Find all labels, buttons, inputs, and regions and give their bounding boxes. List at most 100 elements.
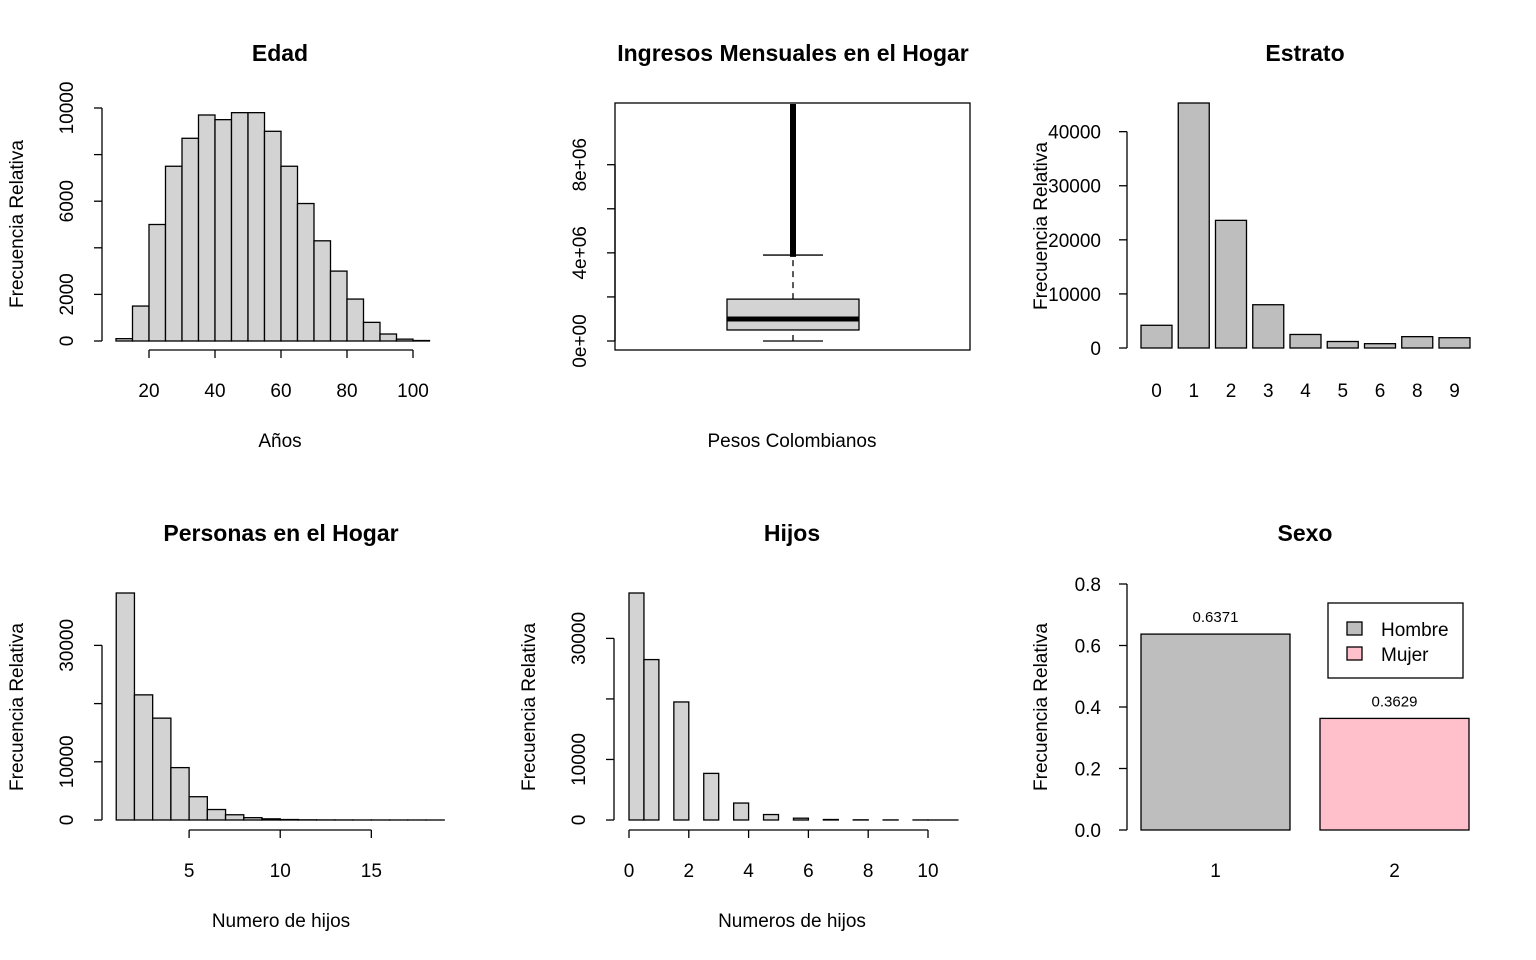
x-tick-label: 4 [743, 861, 754, 882]
bar [1319, 717, 1470, 831]
chart-title-estrato: Estrato [1265, 40, 1344, 66]
y-tick-label: 8e+06 [570, 138, 591, 191]
histogram-bar [131, 305, 150, 342]
y-axis-label-personas: Frecuencia Relativa [7, 623, 28, 791]
axes-ingresos: 0e+00 4e+06 8e+06 [570, 138, 616, 368]
histogram-bars-personas [115, 592, 445, 821]
chart-title-edad: Edad [252, 40, 308, 66]
histogram-bar [115, 592, 136, 821]
x-axis-label-edad: Años [258, 431, 301, 452]
histogram-bars-hijos [628, 592, 959, 821]
histogram-bar [261, 818, 281, 821]
legend-swatch [1346, 621, 1363, 636]
y-tick-label: 10000 [57, 735, 78, 788]
histogram-bar [247, 112, 266, 342]
bar [1140, 633, 1291, 831]
x-tick-label: 20 [138, 381, 159, 402]
bar [1438, 337, 1471, 349]
x-tick-label: 9 [1449, 381, 1460, 402]
y-tick-label: 10000 [1048, 285, 1101, 306]
x-tick-label: 80 [336, 381, 357, 402]
bars-estrato [1140, 102, 1471, 349]
histogram-bar [362, 321, 381, 342]
y-tick-label: 30000 [57, 619, 78, 672]
axes-estrato: 0 1 2 3 4 5 6 8 9 0 10000 20000 30000 40000 [1048, 123, 1460, 402]
chart-title-hijos: Hijos [764, 520, 820, 546]
panel-edad: Edad Años Frecuencia Relativa 20 40 60 80 10… [7, 40, 431, 452]
histogram-bar [263, 130, 282, 342]
y-tick-label: 10000 [57, 82, 78, 135]
histogram-bar [224, 814, 245, 821]
boxplot-ingresos [726, 104, 860, 342]
x-axis-label-personas: Numero de hijos [212, 911, 350, 932]
histogram-bar [170, 766, 190, 821]
histogram-bar [206, 808, 227, 821]
y-tick-label: 4e+06 [570, 226, 591, 279]
x-tick-label: 2 [1226, 381, 1237, 402]
histogram-bar [346, 298, 365, 342]
y-tick-label: 40000 [1048, 123, 1101, 144]
x-tick-label: 2 [684, 861, 695, 882]
panel-ingresos: Ingresos Mensuales en el Hogar Pesos Col… [570, 40, 971, 452]
bar [1252, 304, 1285, 349]
y-axis-label-sexo: Frecuencia Relativa [1031, 623, 1052, 791]
y-axis-label-hijos: Frecuencia Relativa [519, 623, 540, 791]
y-tick-label: 0.8 [1075, 575, 1101, 596]
x-tick-label: 60 [270, 381, 291, 402]
x-tick-label: 40 [204, 381, 225, 402]
panel-sexo: Sexo Frecuencia Relativa 0.6371 0.3629 1 2… [1031, 520, 1470, 882]
x-tick-label: 10 [917, 861, 938, 882]
legend-sexo: Hombre Mujer [1327, 602, 1464, 679]
histogram-bar [762, 813, 780, 821]
bar [1401, 335, 1434, 349]
chart-title-personas: Personas en el Hogar [163, 520, 398, 546]
x-tick-label: 6 [1375, 381, 1386, 402]
x-tick-label: 4 [1300, 381, 1311, 402]
histogram-bar [673, 701, 690, 821]
panel-estrato: Estrato Frecuencia Relativa 0 1 2 3 4 5 6 8 9 0 10… [1031, 40, 1471, 402]
y-tick-label: 20000 [1048, 231, 1101, 252]
x-tick-label: 5 [1337, 381, 1348, 402]
y-axis-label-estrato: Frecuencia Relativa [1031, 142, 1052, 310]
histogram-bar [628, 592, 645, 821]
y-tick-label: 0.4 [1075, 698, 1102, 719]
histogram-bar [792, 817, 810, 821]
histogram-bar [313, 240, 332, 342]
bar [1214, 219, 1248, 349]
histogram-bar [280, 165, 299, 342]
axes-personas: 5 10 15 0 10000 30000 [57, 619, 382, 882]
data-label: 0.6371 [1193, 609, 1239, 626]
y-tick-label: 6000 [57, 180, 78, 222]
y-axis-label-edad: Frecuencia Relativa [7, 140, 28, 308]
x-tick-label: 8 [1412, 381, 1423, 402]
x-tick-label: 2 [1389, 861, 1400, 882]
histogram-bar [133, 694, 154, 821]
x-tick-label: 0 [624, 861, 635, 882]
legend-box [1327, 602, 1464, 679]
histogram-bar [230, 112, 249, 342]
y-tick-label: 2000 [57, 273, 78, 315]
y-tick-label: 0.2 [1075, 760, 1101, 781]
histogram-bar [148, 223, 167, 342]
axes-sexo: 1 2 0.0 0.2 0.4 0.6 0.8 [1075, 575, 1400, 882]
histogram-bar [152, 717, 172, 821]
y-tick-label: 0e+00 [570, 314, 591, 367]
y-tick-label: 0.0 [1075, 821, 1101, 842]
histogram-bar [296, 202, 315, 342]
histogram-bar [379, 333, 398, 342]
histogram-bar [643, 658, 660, 821]
bar [1326, 340, 1359, 349]
x-tick-label: 5 [184, 861, 195, 882]
chart-title-sexo: Sexo [1278, 520, 1333, 546]
x-tick-label: 1 [1210, 861, 1221, 882]
x-tick-label: 6 [803, 861, 814, 882]
histogram-bar [395, 338, 414, 342]
axes-hijos: 0 2 4 6 8 10 0 10000 30000 [569, 612, 939, 882]
bars-sexo: 0.6371 0.3629 [1140, 609, 1470, 831]
chart-title-ingresos: Ingresos Mensuales en el Hogar [617, 40, 969, 66]
x-tick-label: 100 [397, 381, 429, 402]
data-label: 0.3629 [1372, 693, 1418, 710]
panel-hijos: Hijos Numeros de hijos Frecuencia Relati… [519, 520, 959, 932]
x-tick-label: 0 [1151, 381, 1162, 402]
